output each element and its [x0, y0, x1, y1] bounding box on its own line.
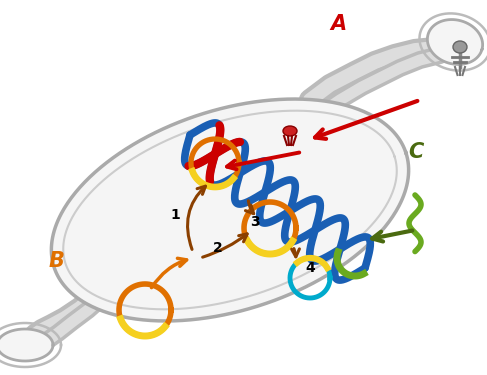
- Text: 3: 3: [250, 215, 260, 229]
- Text: C: C: [409, 142, 424, 162]
- Ellipse shape: [283, 126, 297, 136]
- Ellipse shape: [453, 41, 467, 53]
- Polygon shape: [0, 329, 53, 361]
- Text: A: A: [330, 14, 347, 34]
- Polygon shape: [428, 20, 483, 64]
- Text: B: B: [48, 251, 64, 271]
- Text: 1: 1: [170, 208, 180, 222]
- Text: 2: 2: [213, 241, 223, 255]
- Polygon shape: [51, 99, 409, 321]
- Text: 4: 4: [305, 261, 315, 275]
